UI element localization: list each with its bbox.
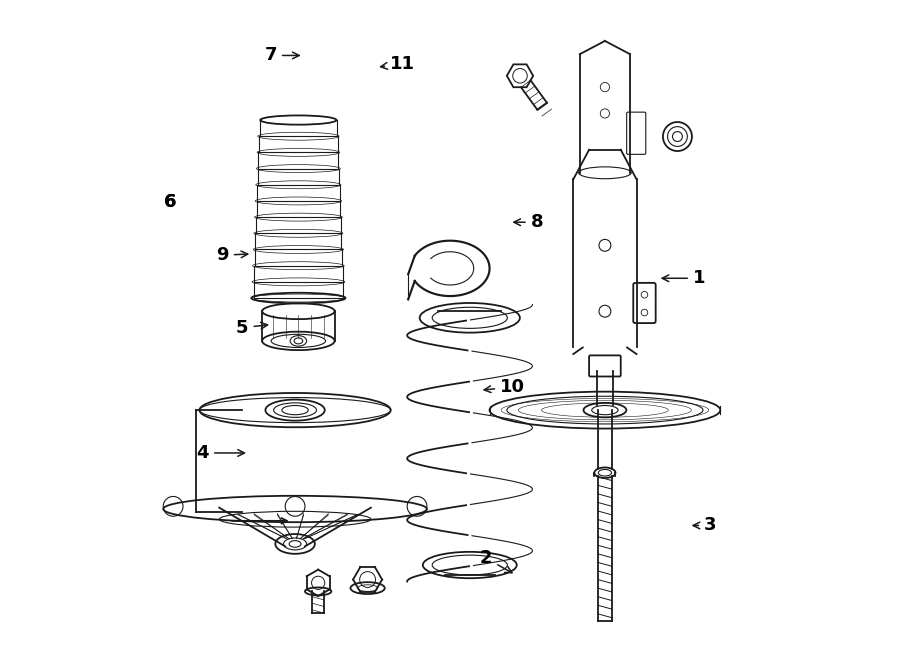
Text: 10: 10	[484, 378, 525, 396]
Text: 7: 7	[265, 46, 299, 64]
Text: 9: 9	[216, 246, 248, 264]
Text: 8: 8	[514, 213, 544, 231]
Text: 3: 3	[693, 516, 716, 534]
Text: 2: 2	[480, 549, 512, 573]
Text: 11: 11	[381, 55, 415, 73]
Text: 5: 5	[236, 318, 267, 337]
Text: 4: 4	[196, 444, 245, 462]
Text: 6: 6	[164, 193, 176, 211]
Text: 1: 1	[662, 269, 706, 287]
Text: 6: 6	[164, 193, 176, 211]
